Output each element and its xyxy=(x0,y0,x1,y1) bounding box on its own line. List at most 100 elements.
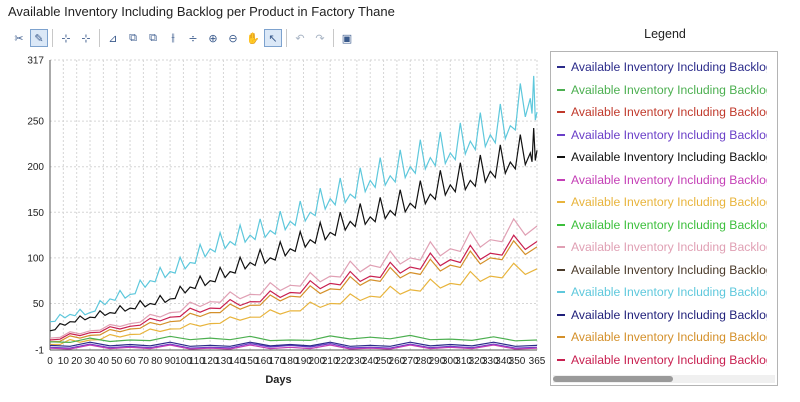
x-tick-label: 0 xyxy=(47,356,53,367)
x-tick-label: 60 xyxy=(124,356,136,367)
x-tick-label: 110 xyxy=(189,356,205,367)
x-tick-label: 280 xyxy=(415,356,432,367)
line-chart[interactable]: 0 10 20 30 40 50 60 70 80 90 100110120130140150160… xyxy=(0,50,548,395)
remove-point-icon[interactable]: ⊹ xyxy=(81,31,91,45)
legend-label: Available Inventory Including Backlog xyxy=(571,307,767,322)
x-tick-label: 250 xyxy=(375,356,392,367)
series-line xyxy=(49,341,538,347)
legend-item[interactable]: Available Inventory Including Backlog xyxy=(557,236,767,259)
zoom-out-icon[interactable]: ⊖ xyxy=(228,31,238,45)
plot-area xyxy=(50,60,537,350)
add-point-icon[interactable]: ⊹ xyxy=(61,31,71,45)
x-tick-label: 230 xyxy=(349,356,366,367)
legend-item[interactable]: Available Inventory Including Backlog xyxy=(557,191,767,214)
legend-label: Available Inventory Including Backlog xyxy=(571,60,767,75)
legend-title: Legend xyxy=(644,27,686,41)
zoom-box-icon[interactable]: ⧉ xyxy=(129,31,137,44)
y-tick-label: 150 xyxy=(27,208,44,219)
legend-list: Available Inventory Including Backlog Ava… xyxy=(557,56,767,371)
x-tick-label: 330 xyxy=(482,356,499,367)
y-tick-label: 250 xyxy=(27,117,44,128)
toolbar-separator xyxy=(99,29,100,47)
legend-label: Available Inventory Including Backlog xyxy=(571,352,767,367)
x-tick-label: 130 xyxy=(215,356,232,367)
legend-panel[interactable]: Available Inventory Including Backlog Ava… xyxy=(550,51,778,386)
legend-item[interactable]: Available Inventory Including Backlog xyxy=(557,169,767,192)
legend-swatch xyxy=(557,156,565,159)
x-tick-label: 240 xyxy=(362,356,379,367)
legend-swatch xyxy=(557,358,565,361)
x-axis-label: Days xyxy=(265,374,291,386)
toolbar-separator xyxy=(52,29,53,47)
x-tick-label: 150 xyxy=(242,356,259,367)
x-tick-label: 140 xyxy=(228,356,245,367)
legend-swatch xyxy=(557,133,565,136)
series-line xyxy=(49,217,538,339)
legend-swatch xyxy=(557,178,565,181)
legend-item[interactable]: Available Inventory Including Backlog xyxy=(557,281,767,304)
x-tick-label: 120 xyxy=(202,356,219,367)
chart-toolbar: ✂ ✎ ⊹ ⊹ ⊿ ⧉ ⧉ ⫲ ÷ ⊕ ⊖ ✋ ↖ ↶ ↷ ▣ xyxy=(10,27,358,49)
undo-icon[interactable]: ↶ xyxy=(295,31,305,45)
legend-scrollbar-thumb[interactable] xyxy=(553,376,673,382)
x-tick-label: 350 xyxy=(509,356,526,367)
legend-item[interactable]: Available Inventory Including Backlog xyxy=(557,101,767,124)
toolbar-separator xyxy=(286,29,287,47)
x-tick-label: 260 xyxy=(389,356,406,367)
legend-item[interactable]: Available Inventory Including Backlog xyxy=(557,349,767,372)
series-line xyxy=(49,344,538,350)
y-tick-label: 100 xyxy=(27,253,44,264)
legend-label: Available Inventory Including Backlog xyxy=(571,195,767,210)
legend-item[interactable]: Available Inventory Including Backlog xyxy=(557,124,767,147)
legend-item[interactable]: Available Inventory Including Backlog xyxy=(557,214,767,237)
legend-item[interactable]: Available Inventory Including Backlog xyxy=(557,146,767,169)
axis-scale-icon[interactable]: ⊿ xyxy=(108,31,118,45)
x-tick-label: 210 xyxy=(322,356,339,367)
zoom-in-icon[interactable]: ⊕ xyxy=(208,31,218,45)
legend-item[interactable]: Available Inventory Including Backlog xyxy=(557,259,767,282)
legend-item[interactable]: Available Inventory Including Backlog xyxy=(557,79,767,102)
pen-icon[interactable]: ✎ xyxy=(30,29,48,47)
x-tick-label: 310 xyxy=(455,356,472,367)
series-line xyxy=(49,234,538,341)
toolbar-separator xyxy=(333,29,334,47)
legend-swatch xyxy=(557,88,565,91)
legend-label: Available Inventory Including Backlog xyxy=(571,285,767,300)
redo-icon[interactable]: ↷ xyxy=(315,31,325,45)
legend-item[interactable]: Available Inventory Including Backlog xyxy=(557,326,767,349)
export-image-icon[interactable]: ▣ xyxy=(341,31,353,45)
x-tick-label: 190 xyxy=(295,356,312,367)
legend-swatch xyxy=(557,201,565,204)
reset-icon[interactable]: ✂ xyxy=(14,31,24,45)
x-tick-label: 290 xyxy=(429,356,446,367)
chart-title: Available Inventory Including Backlog pe… xyxy=(8,4,395,19)
split-vertical-icon[interactable]: ÷ xyxy=(188,31,198,45)
legend-item[interactable]: Available Inventory Including Backlog xyxy=(557,304,767,327)
x-tick-label: 90 xyxy=(165,356,177,367)
legend-label: Available Inventory Including Backlog xyxy=(571,262,767,277)
y-tick-label: 317 xyxy=(27,56,44,67)
legend-label: Available Inventory Including Backlog xyxy=(571,150,767,165)
series-line xyxy=(49,239,538,343)
series-line xyxy=(49,342,538,349)
series-line xyxy=(49,127,538,332)
series-line xyxy=(49,334,538,344)
x-tick-label: 220 xyxy=(335,356,352,367)
x-tick-label: 50 xyxy=(111,356,123,367)
x-tick-label: 300 xyxy=(442,356,459,367)
legend-scrollbar[interactable] xyxy=(553,375,775,383)
pointer-icon[interactable]: ↖ xyxy=(264,29,282,47)
x-tick-label: 20 xyxy=(71,356,83,367)
zoom-box-alt-icon[interactable]: ⧉ xyxy=(149,31,157,44)
legend-swatch xyxy=(557,66,565,69)
pan-hand-icon[interactable]: ✋ xyxy=(246,31,260,45)
x-tick-label: 70 xyxy=(138,356,150,367)
y-tick-label: -1 xyxy=(35,346,44,357)
split-horizontal-icon[interactable]: ⫲ xyxy=(171,31,175,44)
x-tick-label: 40 xyxy=(98,356,110,367)
y-tick-label: 50 xyxy=(33,299,45,310)
legend-item[interactable]: Available Inventory Including Backlog xyxy=(557,56,767,79)
x-tick-label: 170 xyxy=(268,356,285,367)
legend-label: Available Inventory Including Backlog xyxy=(571,105,767,120)
legend-label: Available Inventory Including Backlog xyxy=(571,82,767,97)
